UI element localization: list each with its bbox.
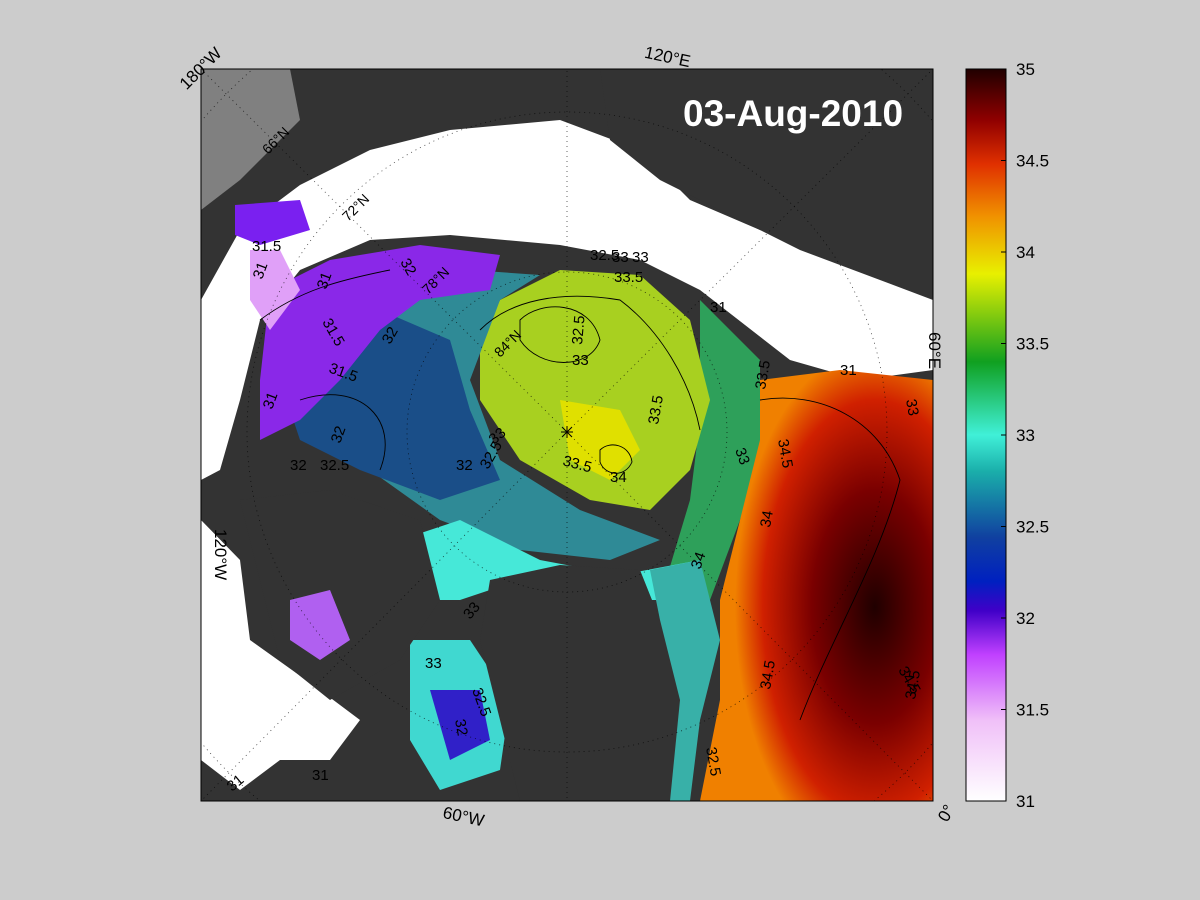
central-core [560,400,640,480]
colorbar: 31 31.5 32 32.5 33 33.5 34 34.5 35 [965,60,1049,811]
date-title: 03-Aug-2010 [683,93,903,134]
contour-label: 34.5 [774,438,796,470]
longitude-label: 60°E [925,332,944,369]
colorbar-tick-label: 33 [1016,426,1035,445]
contour-label: 33 [632,249,649,266]
map-panel: 31.5 31 31 31.5 31.5 31 32 32 32.5 32 32… [201,69,933,801]
contour-label: 32.5 [590,247,619,264]
contour-label: 33.5 [561,452,594,476]
contour-label: 32 [456,457,473,474]
colorbar-gradient [965,68,1007,802]
contour-label: 32.5 [320,457,349,474]
colorbar-tick-label: 32 [1016,609,1035,628]
contour-label: 33 [731,446,753,467]
graticule [201,69,933,801]
contour-label: 32 [451,718,471,737]
colorbar-tick-label: 34 [1016,243,1035,262]
siberia [600,69,933,300]
map-frame [200,68,934,802]
contour-label: 34 [688,550,710,571]
contour-label: 32.5 [702,746,724,778]
contour-labels: 31.5 31 31 31.5 31.5 31 32 32 32.5 32 32… [224,238,924,795]
colorbar-tick-label: 34.5 [1016,152,1049,171]
transition-zone [660,300,760,640]
contour-label: 34.5 [757,659,779,691]
violet-patch [235,200,310,245]
contour-label: 33 [425,655,442,672]
contour-label: 34 [757,509,777,528]
contour-label: 31 [312,767,329,784]
contour-lines [259,269,901,721]
contour-label: 33.5 [645,394,667,426]
archipelago-violet [290,590,350,660]
greenland [480,565,680,801]
colorbar-tick-label: 32.5 [1016,518,1049,537]
contour-label: 31 [710,299,727,316]
colorbar-tick-label: 31.5 [1016,701,1049,720]
longitude-label: 120°E [643,43,692,71]
contour-label: 32 [397,256,420,279]
baffin-core [430,690,490,760]
contour-label: 31 [840,362,857,379]
sea-ice [201,120,933,480]
longitude-label: 120°W [211,529,230,580]
contour-label: 31.5 [252,238,281,255]
contour-label: 33 [612,249,629,266]
light-violet-rim [250,250,300,330]
contour-label: 32.5 [569,315,588,346]
contour-label: 31 [314,270,336,291]
colorbar-tick-label: 33.5 [1016,335,1049,354]
longitude-label: 60°W [441,803,486,830]
contour-label: 34.5 [902,669,924,701]
violet-region [260,245,500,440]
east-greenland-band [650,560,720,801]
contour-label: 33 [572,352,589,369]
colorbar-tick-label: 35 [1016,60,1035,79]
pole-marker [561,426,573,438]
sea-ice-west [201,520,360,790]
contour-label: 31 [260,390,282,411]
contour-label: 33.5 [752,359,774,391]
atlantic-sector [700,370,933,801]
colorbar-ticks: 31 31.5 32 32.5 33 33.5 34 34.5 35 [1001,60,1049,811]
contour-label: 33 [902,398,922,417]
contour-label: 34 [610,469,627,486]
land-shade-nw [201,69,300,210]
contour-label: 32 [328,424,350,445]
colorbar-tick-label: 31 [1016,792,1035,811]
longitude-label: 0° [934,801,959,825]
contour-label: 31 [250,260,272,281]
contour-label: 32 [290,457,307,474]
archipelago [240,490,440,700]
contour-label: 32 [379,324,402,347]
contour-label: 33.5 [614,269,643,286]
central-basin [480,270,710,510]
